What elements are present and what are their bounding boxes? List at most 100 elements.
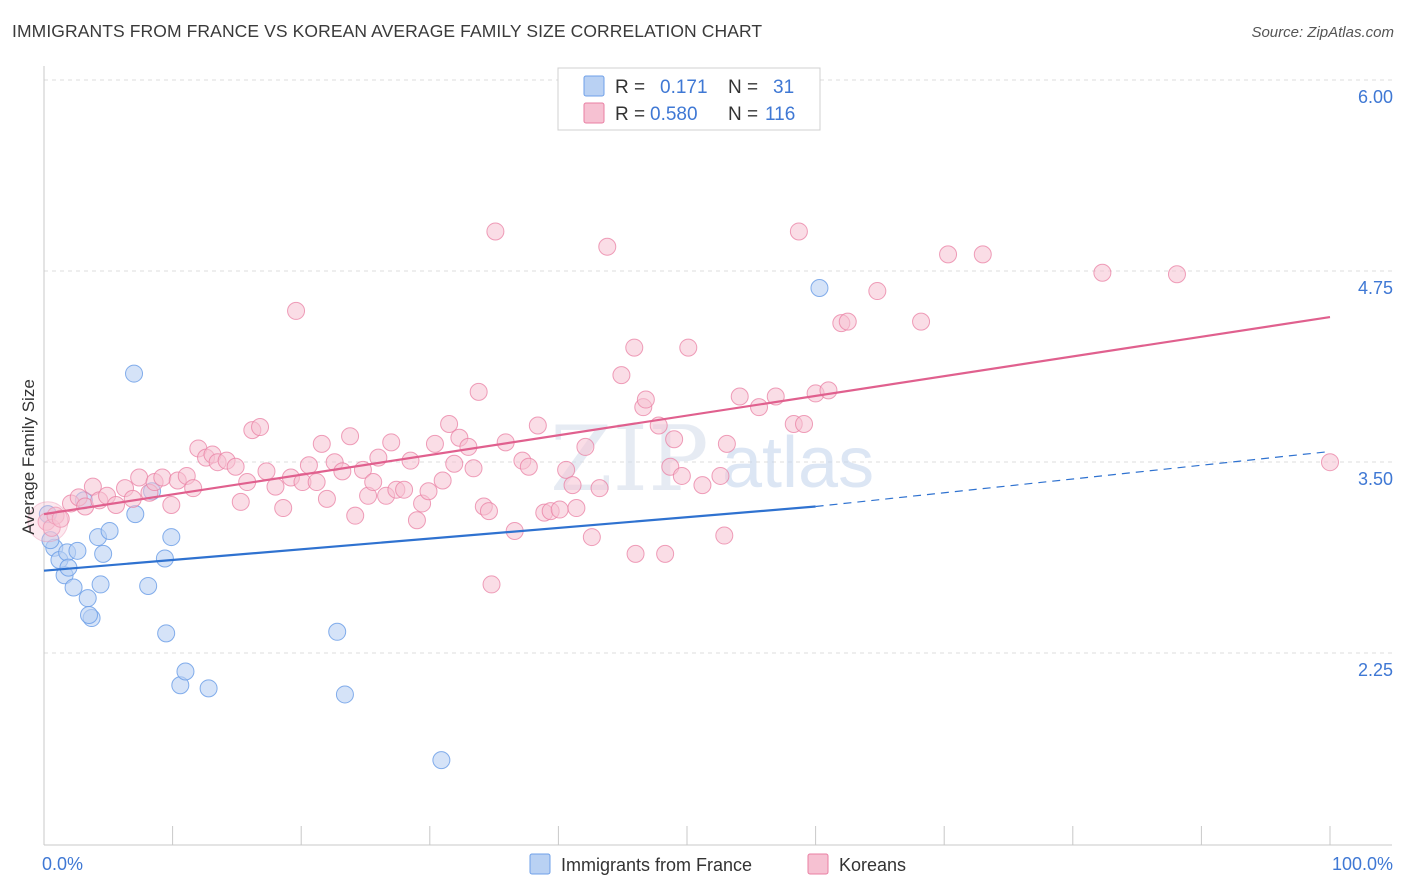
y-tick-label: 6.00 bbox=[1358, 87, 1393, 107]
y-tick-label: 3.50 bbox=[1358, 469, 1393, 489]
legend-swatch-korean bbox=[583, 102, 605, 124]
korean-point bbox=[789, 222, 808, 241]
korean-point bbox=[868, 282, 887, 301]
bottom-legend-label-france: Immigrants from France bbox=[561, 855, 752, 875]
korean-point bbox=[479, 502, 498, 521]
korean-point bbox=[307, 473, 326, 492]
korean-point bbox=[317, 489, 336, 508]
france-trend-extension bbox=[815, 450, 1331, 508]
korean-point bbox=[819, 381, 838, 400]
korean-point bbox=[711, 466, 730, 485]
france-point bbox=[199, 679, 218, 698]
legend-swatch-france bbox=[583, 75, 605, 97]
france-trend-line bbox=[43, 505, 816, 572]
legend: R = 0.171 N = 31 R = 0.580 N = 116 bbox=[557, 67, 821, 131]
korean-point bbox=[693, 476, 712, 495]
korean-point bbox=[656, 544, 675, 563]
axes bbox=[43, 66, 1392, 846]
korean-point bbox=[679, 338, 698, 357]
y-tick-labels: 2.25 3.50 4.75 6.00 bbox=[1358, 87, 1393, 680]
korean-point bbox=[287, 301, 306, 320]
y-tick-label: 4.75 bbox=[1358, 278, 1393, 298]
korean-point bbox=[590, 479, 609, 498]
france-point bbox=[64, 578, 83, 597]
france-point bbox=[155, 549, 174, 568]
x-tick-label-min: 0.0% bbox=[42, 854, 83, 874]
korean-point bbox=[346, 506, 365, 525]
bottom-legend-label-korean: Koreans bbox=[839, 855, 906, 875]
korean-point bbox=[341, 427, 360, 446]
korean-point bbox=[625, 338, 644, 357]
korean-point bbox=[333, 462, 352, 481]
korean-point bbox=[364, 473, 383, 492]
korean-point bbox=[257, 462, 276, 481]
korean-point bbox=[401, 451, 420, 470]
korean-point bbox=[445, 454, 464, 473]
korean-point bbox=[672, 466, 691, 485]
france-point bbox=[432, 751, 451, 770]
france-point bbox=[176, 662, 195, 681]
korean-point bbox=[717, 434, 736, 453]
korean-point bbox=[838, 312, 857, 331]
korean-point bbox=[528, 416, 547, 435]
y-axis-title: Average Family Size bbox=[19, 379, 38, 535]
series-france-points bbox=[38, 279, 829, 770]
trend-lines bbox=[43, 315, 1331, 572]
korean-point bbox=[51, 509, 70, 528]
korean-point bbox=[162, 495, 181, 514]
france-point bbox=[157, 624, 176, 643]
korean-point bbox=[266, 477, 285, 496]
france-point bbox=[80, 605, 99, 624]
legend-r-label-korean: R = bbox=[615, 104, 645, 125]
korean-point bbox=[1167, 265, 1186, 284]
korean-point bbox=[750, 398, 769, 417]
korean-point bbox=[251, 418, 270, 437]
legend-n-value-france: 31 bbox=[773, 77, 794, 98]
korean-point bbox=[550, 500, 569, 519]
korean-point bbox=[563, 476, 582, 495]
x-tick-label-max: 100.0% bbox=[1332, 854, 1393, 874]
korean-point bbox=[130, 468, 149, 487]
france-point bbox=[78, 589, 97, 608]
korean-point bbox=[459, 437, 478, 456]
bottom-legend: Immigrants from France Koreans bbox=[529, 853, 906, 875]
korean-point bbox=[612, 366, 631, 385]
legend-r-label-france: R = bbox=[615, 77, 645, 98]
korean-point bbox=[184, 479, 203, 498]
france-point bbox=[126, 505, 145, 524]
france-point bbox=[100, 521, 119, 540]
france-point bbox=[162, 528, 181, 547]
korean-point bbox=[1321, 453, 1339, 472]
korean-point bbox=[626, 544, 645, 563]
legend-r-value-france: 0.171 bbox=[660, 77, 708, 98]
x-tick-labels: 0.0% 100.0% bbox=[42, 854, 1393, 874]
grid-lines bbox=[44, 79, 1392, 654]
korean-point bbox=[665, 430, 684, 449]
chart-source: Source: ZipAtlas.com bbox=[1251, 24, 1394, 41]
france-point bbox=[328, 622, 347, 641]
france-point bbox=[68, 541, 87, 560]
legend-n-label-korean: N = bbox=[728, 104, 758, 125]
korean-point bbox=[715, 526, 734, 545]
watermark-zip: ZIP bbox=[550, 407, 709, 512]
korean-point bbox=[440, 414, 459, 433]
korean-point bbox=[973, 245, 992, 264]
korean-point bbox=[557, 460, 576, 479]
watermark-atlas: atlas bbox=[722, 423, 874, 503]
legend-r-value-korean: 0.580 bbox=[650, 104, 698, 125]
y-tick-label: 2.25 bbox=[1358, 660, 1393, 680]
korean-point bbox=[395, 480, 414, 499]
korean-point bbox=[464, 459, 483, 478]
korean-point bbox=[419, 482, 438, 501]
korean-trend-line bbox=[43, 315, 1331, 516]
france-point bbox=[91, 575, 110, 594]
korean-point bbox=[1093, 263, 1112, 282]
korean-point bbox=[939, 245, 958, 264]
korean-point bbox=[795, 414, 814, 433]
korean-point bbox=[567, 499, 586, 518]
korean-point bbox=[274, 499, 293, 518]
korean-point bbox=[598, 237, 617, 256]
korean-point bbox=[576, 437, 595, 456]
korean-point bbox=[382, 433, 401, 452]
